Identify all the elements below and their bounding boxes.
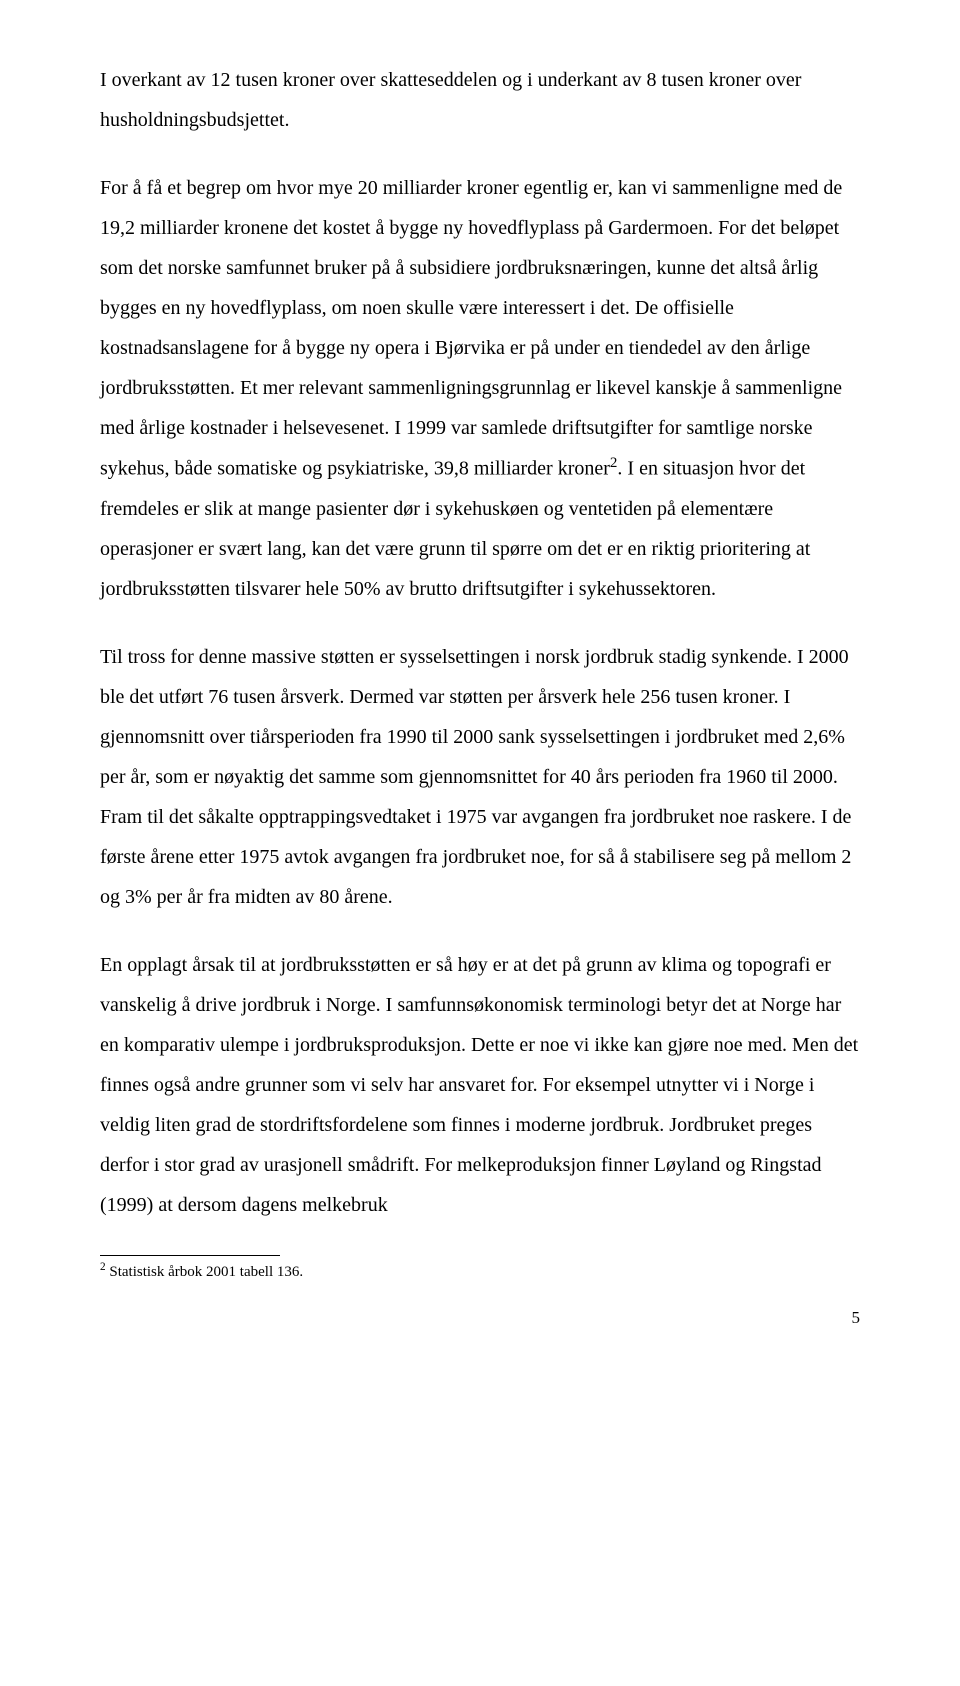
paragraph-4: En opplagt årsak til at jordbruksstøtten… (100, 945, 860, 1225)
footnote-text: Statistisk årbok 2001 tabell 136. (106, 1264, 303, 1280)
page-number: 5 (100, 1301, 860, 1335)
paragraph-3: Til tross for denne massive støtten er s… (100, 637, 860, 917)
footnote-2: 2 Statistisk årbok 2001 tabell 136. (100, 1260, 860, 1283)
footnote-divider (100, 1255, 280, 1256)
paragraph-1: I overkant av 12 tusen kroner over skatt… (100, 60, 860, 140)
document-page: I overkant av 12 tusen kroner over skatt… (0, 0, 960, 1385)
paragraph-2: For å få et begrep om hvor mye 20 millia… (100, 168, 860, 609)
paragraph-2-part-a: For å få et begrep om hvor mye 20 millia… (100, 177, 842, 480)
